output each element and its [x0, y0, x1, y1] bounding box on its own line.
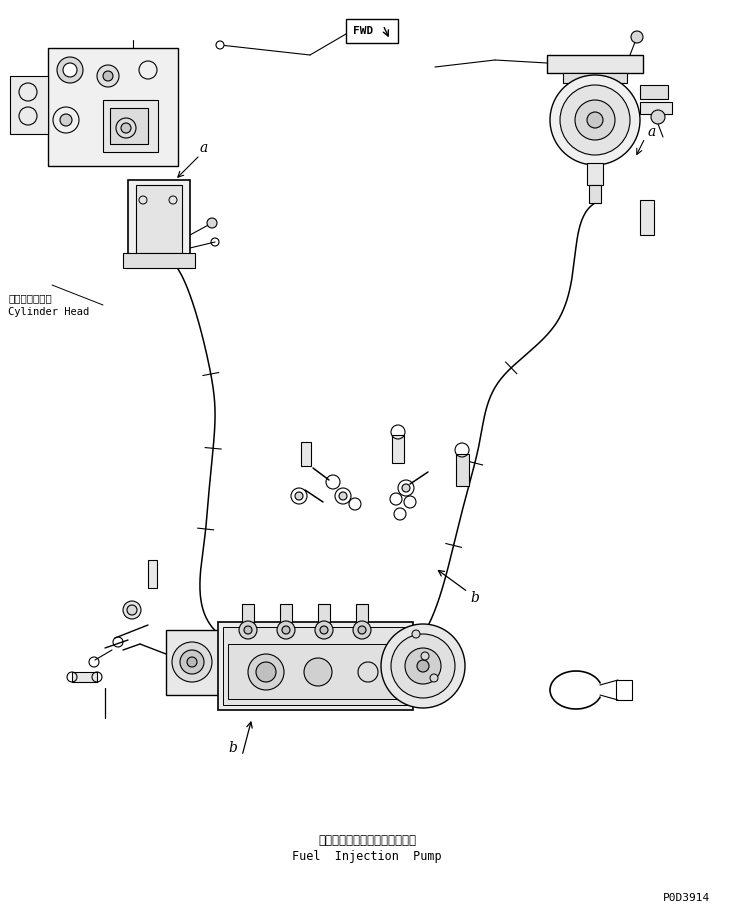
Circle shape: [172, 642, 212, 682]
Circle shape: [402, 484, 410, 492]
Text: Cylinder Head: Cylinder Head: [8, 307, 89, 317]
Text: FWD: FWD: [353, 26, 373, 36]
Circle shape: [320, 626, 328, 634]
Circle shape: [57, 57, 83, 83]
Bar: [640, 200, 654, 235]
Circle shape: [304, 658, 332, 686]
Circle shape: [187, 657, 197, 667]
Circle shape: [381, 624, 465, 708]
Circle shape: [127, 605, 137, 615]
Bar: [72, 672, 97, 682]
Bar: [148, 560, 157, 588]
Text: b: b: [228, 741, 237, 755]
Bar: [48, 48, 178, 166]
Circle shape: [60, 114, 72, 126]
Bar: [640, 85, 668, 99]
Circle shape: [277, 621, 295, 639]
Bar: [563, 73, 627, 83]
Circle shape: [207, 218, 217, 228]
Bar: [218, 622, 413, 710]
Bar: [136, 185, 182, 253]
Circle shape: [103, 71, 113, 81]
Circle shape: [63, 63, 77, 77]
Circle shape: [244, 626, 252, 634]
Circle shape: [123, 601, 141, 619]
Bar: [346, 19, 398, 43]
Bar: [640, 102, 672, 114]
Circle shape: [121, 123, 131, 133]
Bar: [356, 604, 368, 622]
Circle shape: [282, 626, 290, 634]
Bar: [10, 76, 48, 134]
Circle shape: [256, 662, 276, 682]
Bar: [280, 604, 292, 622]
Bar: [456, 454, 469, 486]
Text: フェルインジェクションポンプ: フェルインジェクションポンプ: [318, 834, 416, 846]
Text: b: b: [470, 591, 479, 605]
Bar: [587, 163, 603, 185]
Circle shape: [97, 65, 119, 87]
Text: a: a: [200, 141, 208, 155]
Circle shape: [216, 41, 224, 49]
Circle shape: [430, 674, 438, 682]
Bar: [123, 253, 195, 268]
Circle shape: [560, 85, 630, 155]
Bar: [318, 604, 330, 622]
Bar: [223, 627, 408, 705]
Bar: [242, 604, 254, 622]
Circle shape: [248, 654, 284, 690]
Text: Fuel  Injection  Pump: Fuel Injection Pump: [293, 849, 442, 863]
Circle shape: [421, 652, 429, 660]
Text: P0D3914: P0D3914: [663, 893, 710, 903]
Bar: [547, 55, 643, 73]
Circle shape: [651, 110, 665, 124]
Bar: [110, 108, 148, 144]
Circle shape: [295, 492, 303, 500]
Circle shape: [391, 634, 455, 698]
Bar: [392, 435, 404, 463]
Bar: [301, 442, 311, 466]
Bar: [228, 644, 403, 699]
Circle shape: [358, 626, 366, 634]
Circle shape: [412, 630, 420, 638]
Circle shape: [417, 660, 429, 672]
Circle shape: [405, 648, 441, 684]
Circle shape: [575, 100, 615, 140]
Bar: [616, 680, 632, 700]
Circle shape: [180, 650, 204, 674]
Bar: [103, 100, 158, 152]
Text: a: a: [648, 125, 656, 139]
Circle shape: [587, 112, 603, 128]
Text: シリンダヘッド: シリンダヘッド: [8, 293, 51, 303]
Circle shape: [339, 492, 347, 500]
Circle shape: [315, 621, 333, 639]
Circle shape: [631, 31, 643, 43]
Bar: [166, 630, 220, 695]
Circle shape: [550, 75, 640, 165]
Circle shape: [353, 621, 371, 639]
Circle shape: [239, 621, 257, 639]
Bar: [128, 180, 190, 268]
Bar: [589, 185, 601, 203]
